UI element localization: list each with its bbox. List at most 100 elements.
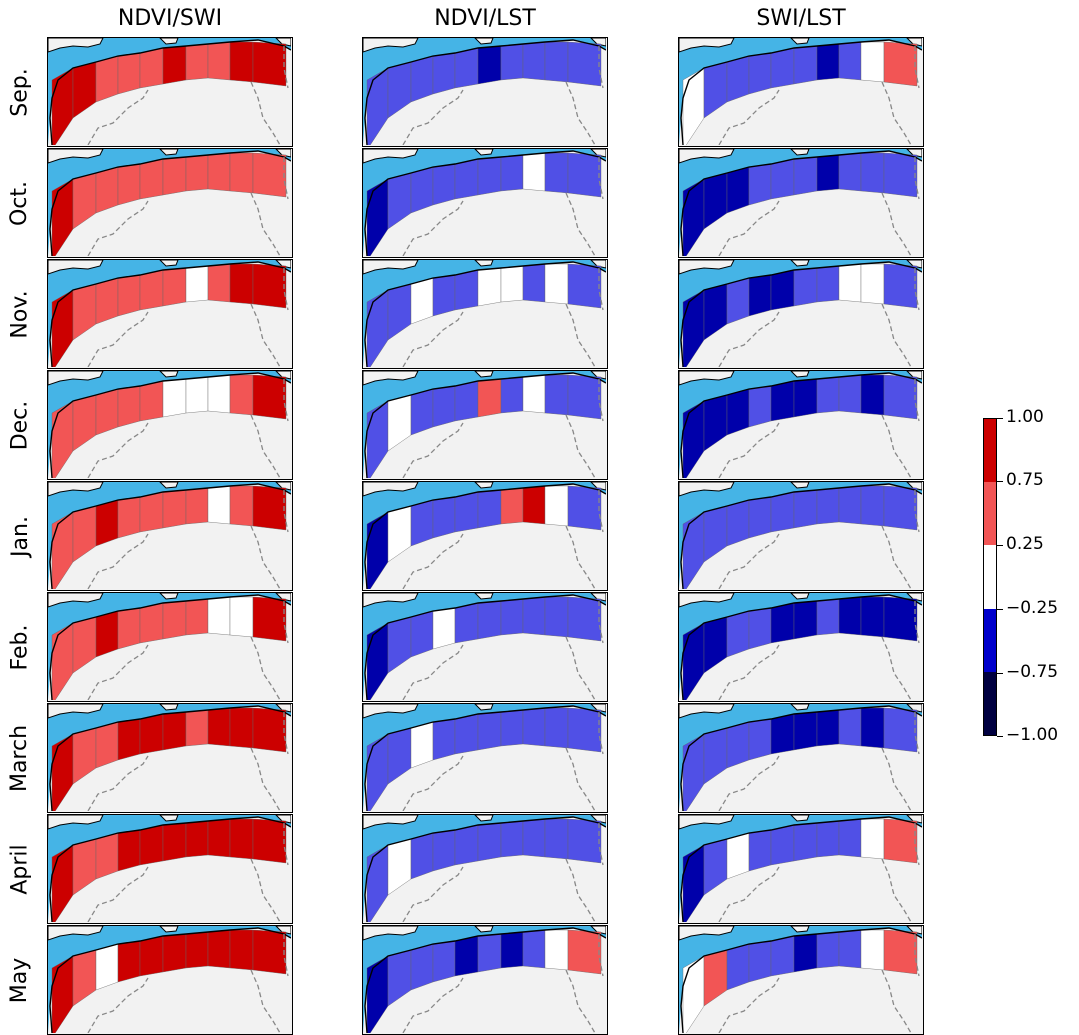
correlation-region <box>770 158 795 200</box>
sea <box>363 926 606 1033</box>
island-landmass <box>590 149 606 158</box>
correlation-region <box>544 41 569 83</box>
country-border <box>402 89 464 145</box>
sea <box>48 371 291 478</box>
country-border <box>565 858 596 922</box>
correlation-region <box>770 824 795 866</box>
island-landmass <box>159 815 179 822</box>
correlation-region <box>185 376 209 414</box>
correlation-region <box>477 267 502 307</box>
correlation-region <box>860 929 885 971</box>
correlation-region <box>252 929 287 975</box>
sea <box>363 593 606 700</box>
island-landmass <box>590 704 606 713</box>
coastline <box>364 927 606 1033</box>
correlation-region <box>726 166 750 214</box>
region-map <box>48 593 291 700</box>
correlation-region <box>567 818 602 864</box>
country-border <box>598 601 604 644</box>
europe-landmass <box>363 371 419 386</box>
island-landmass <box>159 704 179 711</box>
country-border <box>250 969 281 1033</box>
coastline <box>49 594 291 700</box>
region-map <box>48 149 291 256</box>
country-border <box>283 712 289 755</box>
country-border <box>250 525 281 589</box>
correlation-region <box>185 820 209 858</box>
row-label: Sep. <box>7 67 33 117</box>
europe-landmass <box>679 38 735 53</box>
map-panel <box>678 592 924 702</box>
country-border <box>565 636 596 700</box>
correlation-region <box>432 940 456 983</box>
country-border <box>718 422 780 478</box>
correlation-region <box>410 943 434 991</box>
europe-landmass <box>48 815 104 830</box>
island-landmass <box>159 260 179 267</box>
country-border <box>881 303 912 367</box>
correlation-region <box>410 388 434 436</box>
region-map <box>363 260 606 367</box>
correlation-region <box>432 163 456 206</box>
country-border <box>718 533 780 589</box>
country-border <box>598 490 604 533</box>
correlation-region <box>816 154 840 192</box>
island-landmass <box>159 149 179 156</box>
correlation-region <box>477 156 502 196</box>
correlation-region <box>522 485 546 525</box>
correlation-region <box>816 376 840 414</box>
correlation-region <box>229 263 254 305</box>
country-border <box>718 977 780 1033</box>
correlation-region <box>883 263 918 309</box>
island-landmass <box>275 260 291 269</box>
correlation-region <box>748 829 772 872</box>
country-border <box>283 934 289 977</box>
island-landmass <box>275 593 291 602</box>
correlation-region <box>793 600 818 640</box>
europe-landmass <box>363 38 419 53</box>
correlation-region <box>860 263 885 305</box>
europe-landmass <box>48 482 104 497</box>
correlation-region <box>860 485 885 527</box>
country-border <box>718 866 780 922</box>
correlation-region <box>567 374 602 420</box>
correlation-region <box>770 935 795 977</box>
colorbar-tick-label: 0.25 <box>1006 534 1044 554</box>
correlation-region <box>185 598 209 636</box>
correlation-region <box>185 43 209 81</box>
correlation-region <box>567 485 602 531</box>
correlation-region <box>500 265 524 303</box>
correlation-region <box>726 721 750 769</box>
map-panel <box>47 814 293 924</box>
correlation-region <box>252 707 287 753</box>
country-border <box>250 747 281 811</box>
country-border <box>718 755 780 811</box>
correlation-region <box>229 818 254 860</box>
coastline <box>49 150 291 256</box>
map-panel <box>47 703 293 813</box>
island-landmass <box>159 38 179 45</box>
map-panel <box>678 481 924 591</box>
europe-landmass <box>679 149 735 164</box>
correlation-region <box>207 485 231 525</box>
sea <box>48 926 291 1033</box>
island-landmass <box>275 149 291 158</box>
island-landmass <box>474 260 494 267</box>
correlation-region <box>162 933 187 973</box>
correlation-region <box>229 41 254 83</box>
island-landmass <box>790 593 810 600</box>
europe-landmass <box>363 593 419 608</box>
coastline <box>364 372 606 478</box>
island-landmass <box>790 926 810 933</box>
region-map <box>48 926 291 1033</box>
country-border <box>565 303 596 367</box>
correlation-region <box>522 41 546 81</box>
coastline <box>680 372 922 478</box>
europe-landmass <box>363 260 419 275</box>
coastline <box>364 816 606 922</box>
country-border <box>718 200 780 256</box>
island-landmass <box>474 926 494 933</box>
europe-landmass <box>363 815 419 830</box>
correlation-region <box>95 166 119 214</box>
correlation-region <box>816 598 840 636</box>
